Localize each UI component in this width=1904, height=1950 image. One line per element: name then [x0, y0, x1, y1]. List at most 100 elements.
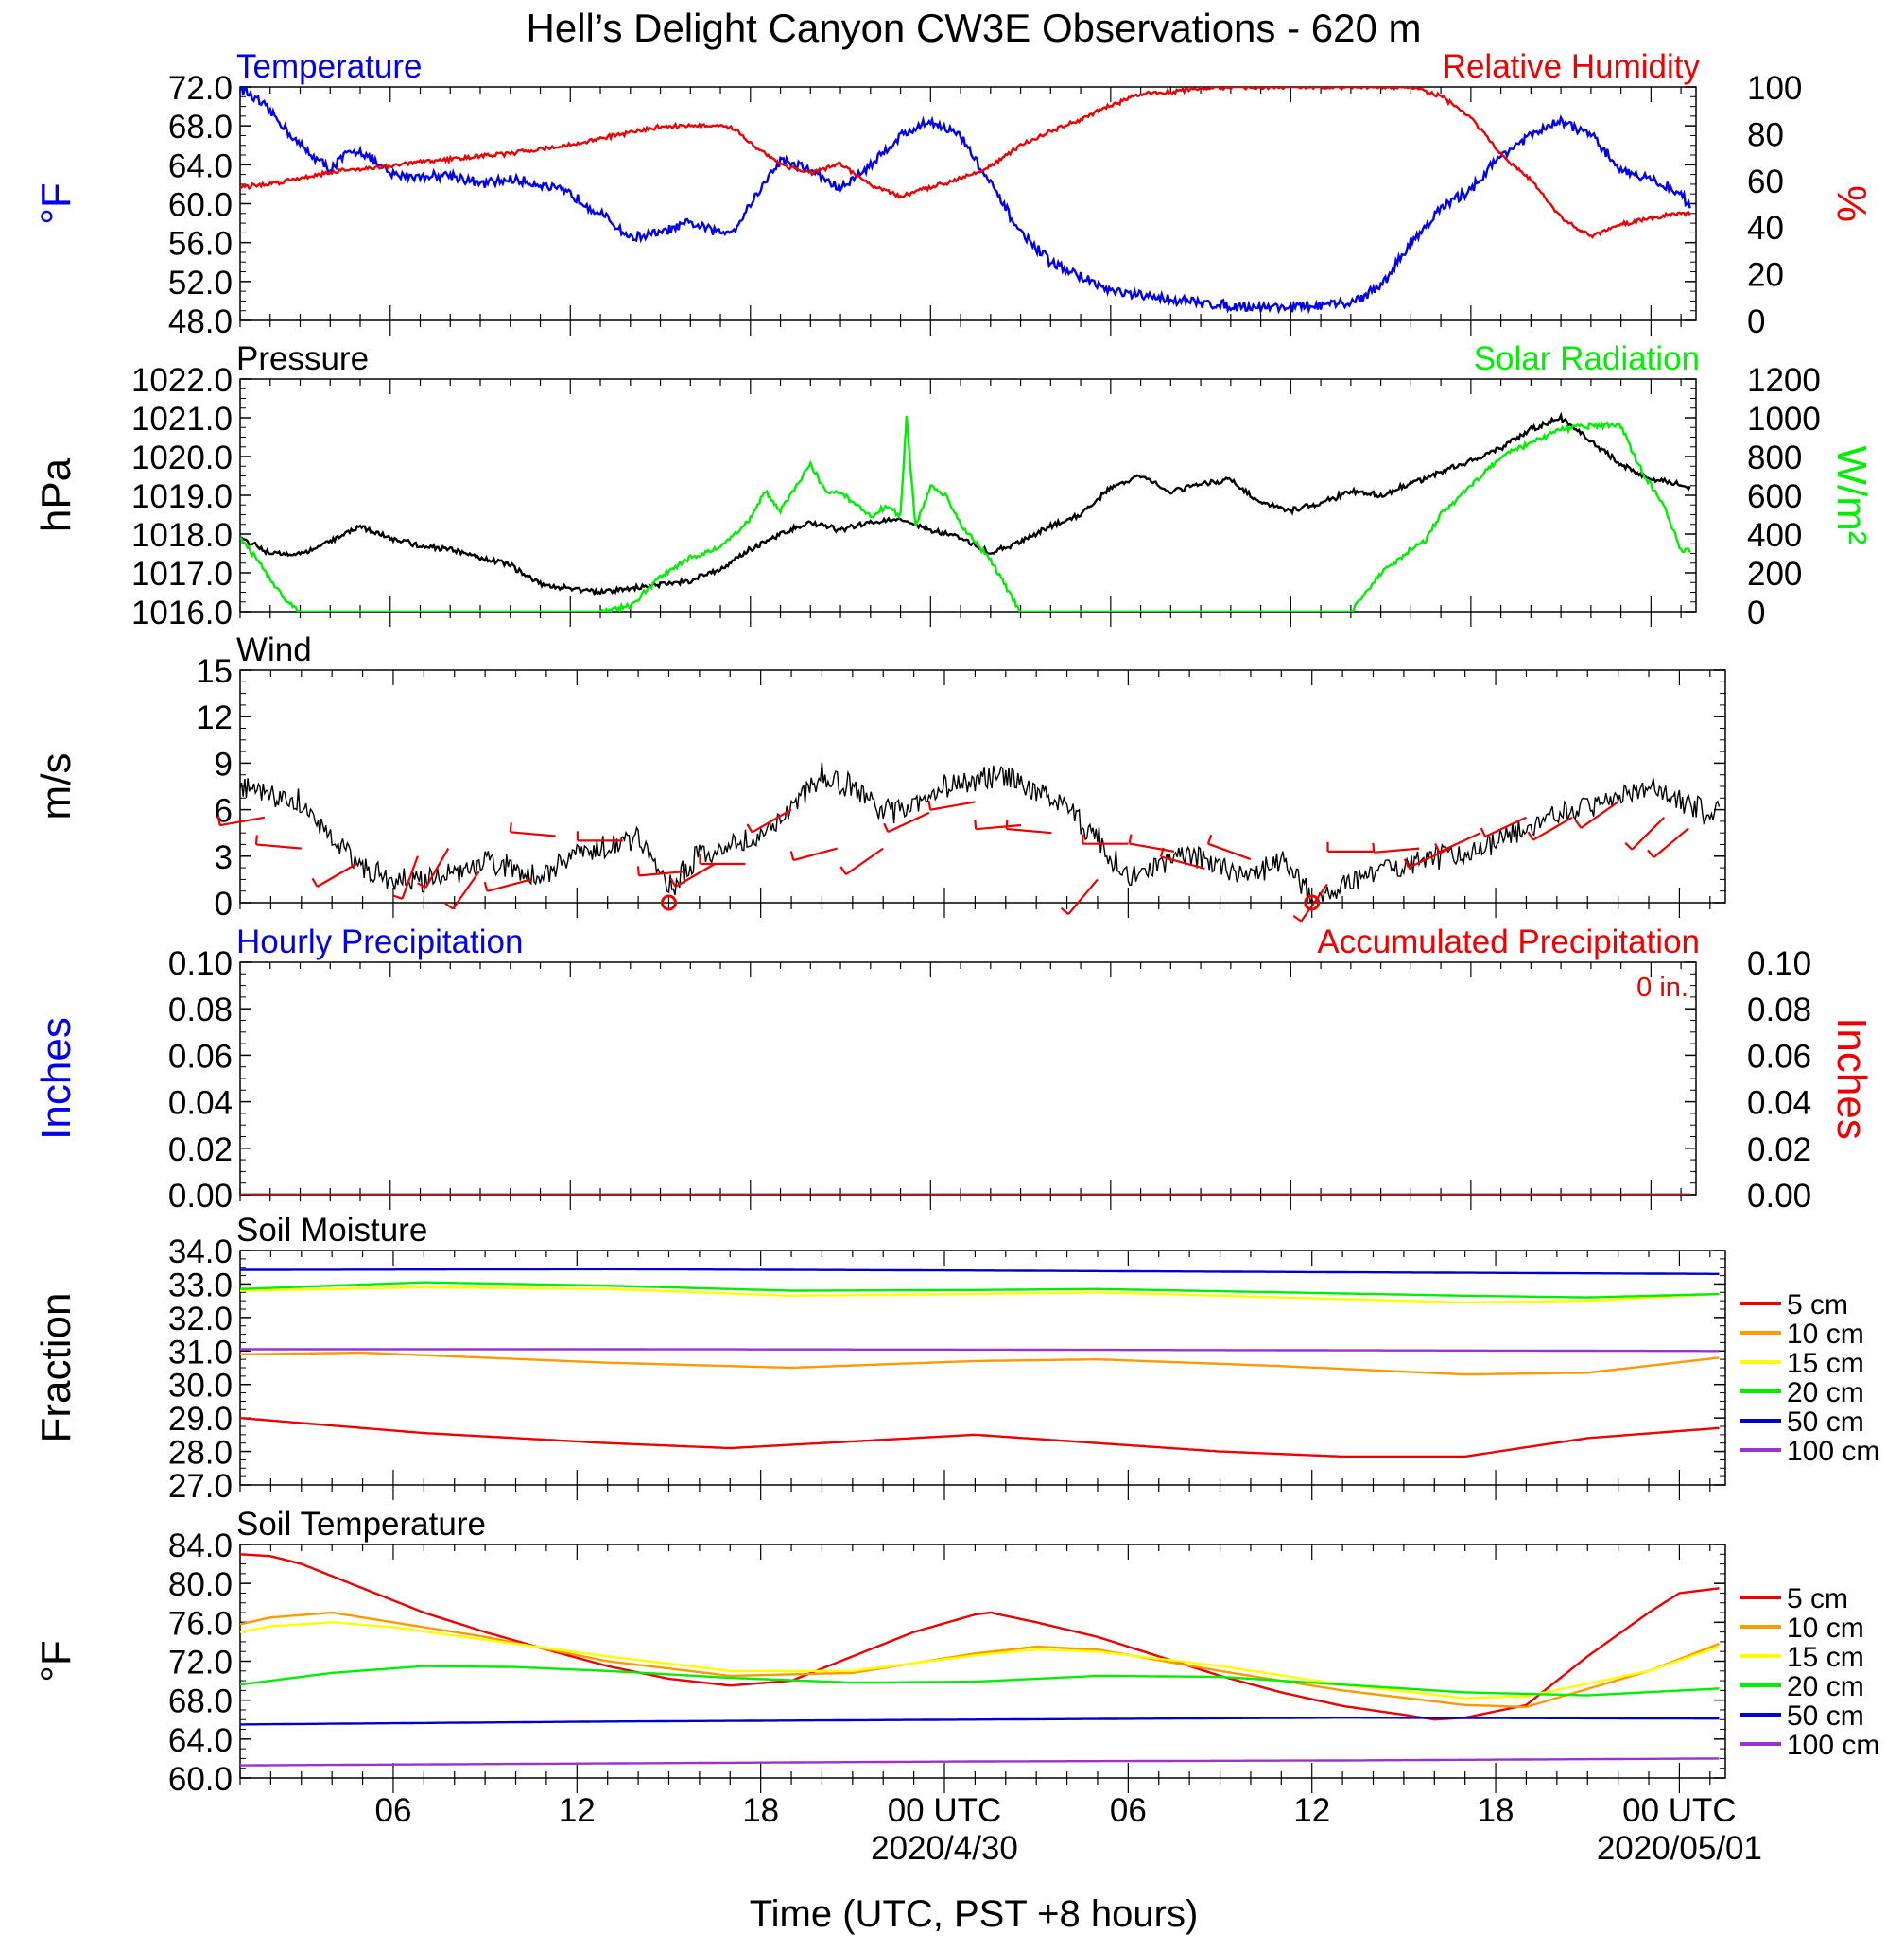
- wind-barb: [1403, 847, 1450, 869]
- series-line-1: [240, 415, 1691, 612]
- y-tick-label: 31.0: [168, 1334, 233, 1371]
- legend-entry: 50 cm: [1740, 1406, 1864, 1438]
- wind-barb: [883, 811, 930, 834]
- panel-frame: [239, 378, 1697, 613]
- y-tick-label: 29.0: [168, 1401, 233, 1438]
- y-tick-label: 0.04: [168, 1085, 233, 1122]
- panel-title-left: Soil Moisture: [236, 1212, 427, 1249]
- y-right-tick-label: 800: [1747, 440, 1802, 476]
- wind-barb: [789, 847, 838, 862]
- wind-barb: [1206, 834, 1252, 861]
- wind-barb: [1624, 817, 1665, 851]
- y-right-tick-label: 20: [1747, 257, 1784, 294]
- chart-panels: 72.068.064.060.056.052.048.0100806040200…: [33, 48, 1879, 1798]
- wind-barb: [444, 871, 480, 910]
- y-right-tick-label: 100: [1747, 70, 1802, 107]
- y-tick-label: 48.0: [168, 303, 233, 340]
- legend-label: 50 cm: [1787, 1700, 1864, 1732]
- y-axis-title-left: °F: [33, 1640, 79, 1682]
- series-line-5-cm: [240, 1416, 1720, 1458]
- series-line-0: [240, 762, 1721, 903]
- panel-precip: 0.10 0.08 0.06 0.04 0.02 0.00 0.10 0.08 0.06 0.04…: [33, 923, 1875, 1215]
- y-axis-title-left: m/s: [33, 753, 79, 820]
- y-tick-label: 30.0: [168, 1368, 233, 1405]
- x-tick-label: 06: [374, 1792, 411, 1829]
- series-line-10-cm: [240, 1611, 1720, 1709]
- wind-barb: [1159, 847, 1205, 870]
- panel-title-right: Solar Radiation: [1474, 340, 1700, 377]
- y-right-tick-label: 400: [1747, 517, 1802, 554]
- y-axis-title-right: Inches: [1828, 1017, 1875, 1140]
- y-tick-label: 52.0: [168, 265, 233, 302]
- y-tick-label: 1016.0: [131, 595, 233, 631]
- legend-label: 10 cm: [1787, 1613, 1864, 1644]
- y-tick-label: 1020.0: [131, 440, 233, 476]
- panel-frame: [239, 86, 1697, 321]
- y-right-tick-label: 200: [1747, 556, 1802, 593]
- y-tick-label: 64.0: [168, 1722, 233, 1759]
- wind-barb: [927, 800, 976, 811]
- y-tick-label: 0.08: [168, 992, 233, 1028]
- wind-barb: [669, 863, 716, 888]
- wind-barb: [1082, 834, 1129, 845]
- y-tick-label: 0: [215, 886, 233, 923]
- y-tick-label: 84.0: [168, 1527, 233, 1564]
- y-tick-label: 64.0: [168, 147, 233, 184]
- x-date-label: 2020/4/30: [871, 1830, 1018, 1867]
- wind-barb: [1372, 842, 1420, 854]
- y-axis-title-right: %: [1828, 185, 1875, 222]
- legend-label: 5 cm: [1787, 1289, 1848, 1320]
- wind-barb: [699, 854, 746, 866]
- y-tick-label: 3: [215, 839, 233, 876]
- wind-barb-calm: [660, 894, 677, 911]
- figure-title: Hell’s Delight Canyon CW3E Observations …: [527, 6, 1422, 50]
- panel-frame: [239, 961, 1697, 1196]
- y-tick-label: 33.0: [168, 1267, 233, 1303]
- legend-entry: 100 cm: [1740, 1730, 1879, 1761]
- wind-barb: [509, 822, 556, 837]
- legend-entry: 20 cm: [1740, 1671, 1864, 1702]
- legend-entry: 15 cm: [1740, 1348, 1864, 1379]
- y-tick-label: 60.0: [168, 1761, 233, 1798]
- x-tick-label: 00 UTC: [888, 1792, 1002, 1829]
- y-tick-label: 1022.0: [131, 362, 233, 399]
- series-line-0: [240, 87, 1691, 316]
- x-tick-label: 12: [1293, 1792, 1330, 1829]
- x-tick-label: 00 UTC: [1622, 1792, 1737, 1829]
- panel-title-right: Relative Humidity: [1443, 48, 1701, 85]
- panel-temp_rh: 72.068.064.060.056.052.048.0 100 80 60 40 20 0…: [33, 48, 1875, 340]
- wind-barb: [1292, 883, 1328, 923]
- legend-label: 100 cm: [1787, 1730, 1879, 1761]
- y-tick-label: 28.0: [168, 1435, 233, 1472]
- legend-entry: 20 cm: [1740, 1377, 1864, 1408]
- y-right-tick-label: 0.06: [1747, 1038, 1811, 1075]
- wind-barb: [1005, 819, 1052, 835]
- series-line-10-cm: [240, 1351, 1720, 1376]
- y-right-tick-label: 0.00: [1747, 1178, 1811, 1215]
- y-tick-label: 72.0: [168, 70, 233, 107]
- wind-barb: [746, 808, 792, 834]
- y-tick-label: 80.0: [168, 1566, 233, 1603]
- legend-entry: 15 cm: [1740, 1642, 1864, 1673]
- y-tick-label: 0.00: [168, 1178, 233, 1215]
- wind-barb: [974, 820, 1022, 831]
- y-tick-label: 1019.0: [131, 478, 233, 515]
- x-tick-label: 12: [559, 1792, 596, 1829]
- series-line-100-cm: [240, 1757, 1720, 1767]
- y-tick-label: 0.06: [168, 1038, 233, 1075]
- y-tick-label: 1021.0: [131, 401, 233, 438]
- y-tick-label: 72.0: [168, 1645, 233, 1682]
- legend-entry: 5 cm: [1740, 1289, 1848, 1320]
- y-right-tick-label: 0: [1747, 303, 1765, 340]
- series-line-100-cm: [240, 1348, 1720, 1353]
- panel-title-left: Temperature: [236, 48, 422, 85]
- y-axis-title-left: °F: [33, 182, 79, 224]
- y-tick-label: 1017.0: [131, 556, 233, 593]
- panel-title-right: Accumulated Precipitation: [1317, 923, 1700, 960]
- x-tick-label: 18: [742, 1792, 779, 1829]
- wind-barb: [483, 878, 532, 892]
- y-tick-label: 12: [196, 699, 233, 736]
